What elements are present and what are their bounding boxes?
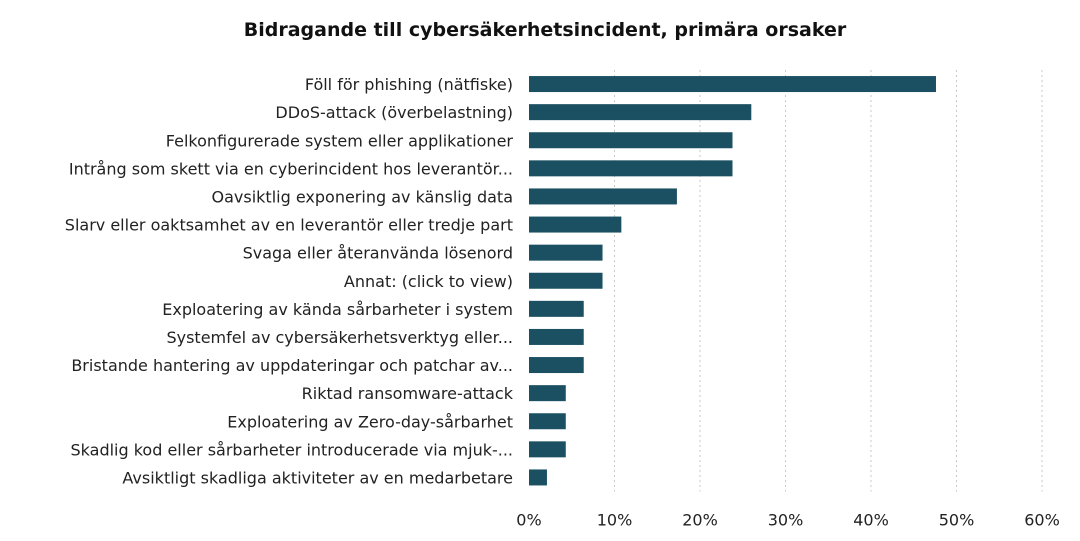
category-labels: Föll för phishing (nätfiske) DDoS-attack … (65, 75, 514, 487)
bar (529, 104, 752, 121)
bar (529, 385, 566, 402)
category-label: Skadlig kod eller sårbarheter introducer… (71, 440, 514, 459)
x-tick-label: 60% (1024, 511, 1060, 530)
category-label: DDoS-attack (överbelastning) (275, 103, 513, 122)
bar (529, 300, 584, 317)
chart-title: Bidragande till cybersäkerhetsincident, … (244, 19, 847, 41)
category-label: Felkonfigurerade system eller applikatio… (166, 131, 514, 150)
category-label: Systemfel av cybersäkerhetsverktyg eller… (166, 328, 513, 347)
bar (529, 469, 547, 486)
bar (529, 272, 603, 289)
category-label: Föll för phishing (nätfiske) (305, 75, 513, 94)
category-label: Slarv eller oaktsamhet av en leverantör … (65, 216, 513, 235)
category-label: Riktad ransomware-attack (302, 384, 514, 403)
bars (529, 76, 936, 486)
bar (529, 216, 622, 233)
bar (529, 188, 677, 205)
bar (529, 76, 936, 93)
category-label: Bristande hantering av uppdateringar och… (71, 356, 513, 375)
x-tick-label: 40% (853, 511, 889, 530)
bar (529, 244, 603, 261)
category-label: Oavsiktlig exponering av känslig data (212, 187, 513, 206)
x-axis-ticks: 0% 10% 20% 30% 40% 50% 60% (516, 511, 1059, 530)
x-tick-label: 30% (768, 511, 804, 530)
x-tick-label: 20% (682, 511, 718, 530)
bar (529, 160, 733, 177)
bar (529, 413, 566, 430)
bar (529, 132, 733, 149)
category-label: Annat: (click to view) (344, 272, 513, 291)
bar (529, 357, 584, 374)
category-label: Svaga eller återanvända lösenord (243, 244, 513, 263)
category-label: Exploatering av Zero-day-sårbarhet (227, 412, 513, 431)
x-tick-label: 10% (597, 511, 633, 530)
x-tick-label: 0% (516, 511, 541, 530)
bar (529, 328, 584, 345)
category-label: Avsiktligt skadliga aktiviteter av en me… (122, 468, 513, 487)
x-tick-label: 50% (939, 511, 975, 530)
category-label: Exploatering av kända sårbarheter i syst… (162, 300, 513, 319)
category-label: Intrång som skett via en cyberincident h… (69, 159, 513, 178)
bar (529, 441, 566, 458)
